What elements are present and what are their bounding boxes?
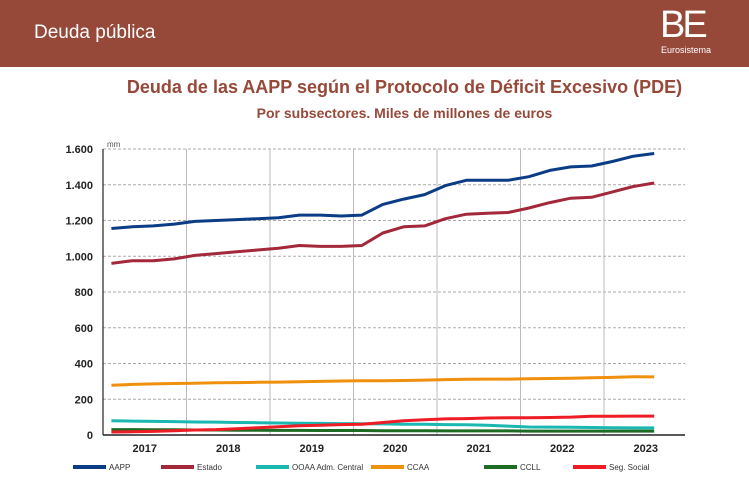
legend-label: CCLL <box>520 463 541 472</box>
logo-subtitle: Eurosistema <box>661 45 712 55</box>
legend-swatch <box>161 465 194 469</box>
y-tick-label: 1.400 <box>65 180 93 192</box>
x-tick-label: 2017 <box>133 443 157 455</box>
legend-label: Estado <box>197 463 222 472</box>
legend-swatch <box>256 465 289 469</box>
header-title: Deuda pública <box>34 22 156 43</box>
header-bar: Deuda pública BE Eurosistema <box>0 0 749 67</box>
y-tick-label: 400 <box>75 359 93 371</box>
y-tick-label: 800 <box>75 287 93 299</box>
x-tick-label: 2020 <box>383 443 407 455</box>
legend-label: AAPP <box>109 463 130 472</box>
x-tick-label: 2018 <box>216 443 240 455</box>
x-tick-label: 2021 <box>467 443 491 455</box>
y-tick-label: 1.200 <box>65 216 93 228</box>
y-unit-label: mm <box>107 140 121 149</box>
legend-swatch <box>371 465 404 469</box>
legend-label: Seg. Social <box>609 463 650 472</box>
series-line-aapp <box>111 152 655 230</box>
y-tick-label: 1.600 <box>65 144 93 156</box>
y-tick-label: 200 <box>75 394 93 406</box>
chart-title: Deuda de las AAPP según el Protocolo de … <box>126 77 683 97</box>
legend-label: CCAA <box>407 463 430 472</box>
y-tick-label: 600 <box>75 323 93 335</box>
series-line-estado <box>111 181 655 265</box>
legend-swatch <box>484 465 517 469</box>
series-line-seg-social <box>111 414 655 434</box>
x-tick-label: 2023 <box>634 443 658 455</box>
legend-swatch <box>573 465 606 469</box>
y-tick-label: 1.000 <box>65 251 93 263</box>
be-logo: BE <box>660 4 708 46</box>
legend-swatch <box>73 465 106 469</box>
chart-subtitle: Por subsectores. Miles de millones de eu… <box>256 105 553 121</box>
y-tick-label: 0 <box>87 430 93 442</box>
legend-label: OOAA Adm. Central <box>292 463 363 472</box>
series-line-ccaa <box>111 375 655 387</box>
x-tick-label: 2019 <box>300 443 324 455</box>
x-tick-label: 2022 <box>550 443 574 455</box>
